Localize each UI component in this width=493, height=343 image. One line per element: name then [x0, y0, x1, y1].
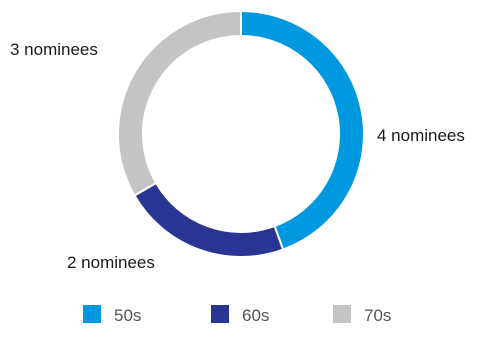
donut-slice-50s: [240, 9, 365, 251]
slice-labels: 4 nominees 2 nominees 3 nominees: [10, 40, 465, 272]
legend-label-70s: 70s: [364, 306, 391, 325]
legend-swatch-60s: [211, 305, 229, 323]
chart-legend: 50s 60s 70s: [83, 305, 391, 325]
legend-label-50s: 50s: [114, 306, 141, 325]
legend-swatch-70s: [333, 305, 351, 323]
donut-slice-70s: [117, 9, 242, 197]
legend-label-60s: 60s: [242, 306, 269, 325]
legend-swatch-50s: [83, 305, 101, 323]
data-label-60s: 2 nominees: [67, 253, 155, 272]
donut-slices: [117, 9, 365, 258]
data-label-70s: 3 nominees: [10, 40, 98, 59]
data-label-50s: 4 nominees: [377, 126, 465, 145]
donut-slice-60s: [133, 181, 285, 258]
